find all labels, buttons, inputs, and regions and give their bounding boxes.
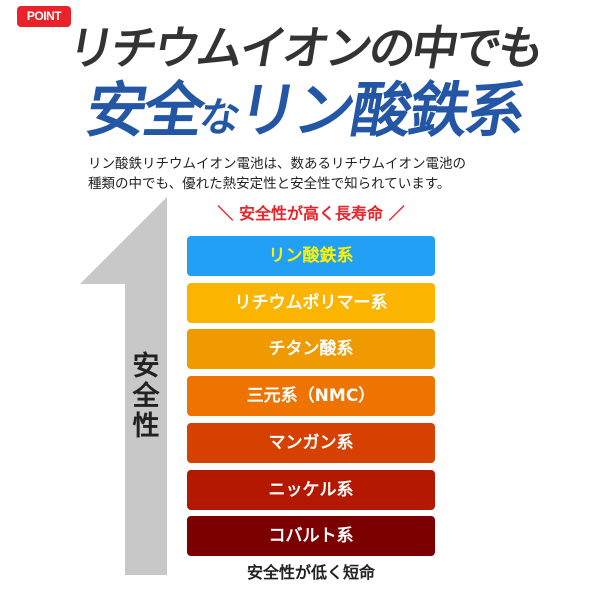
point-badge: POINT xyxy=(17,6,71,27)
top-label: ＼ 安全性が高く長寿命 ／ xyxy=(217,204,405,223)
battery-type-item: マンガン系 xyxy=(187,422,435,463)
battery-type-item: リチウムポリマー系 xyxy=(187,282,435,323)
battery-type-item: ニッケル系 xyxy=(187,469,435,510)
battery-type-item: 三元系（NMC） xyxy=(187,376,435,417)
description-line: リン酸鉄リチウムイオン電池は、数あるリチウムイオン電池の xyxy=(88,156,466,172)
description: リン酸鉄リチウムイオン電池は、数あるリチウムイオン電池の 種類の中でも、優れた熱… xyxy=(88,154,466,194)
axis-label: 安全性 xyxy=(132,351,160,442)
battery-type-item: リン酸鉄系 xyxy=(187,236,435,276)
battery-type-item: コバルト系 xyxy=(187,516,435,557)
bottom-label: 安全性が低く短命 xyxy=(246,563,375,582)
description-line: 種類の中でも、優れた熱安定性と安全性で知られています。 xyxy=(88,176,451,192)
battery-type-item: チタン酸系 xyxy=(187,329,435,370)
